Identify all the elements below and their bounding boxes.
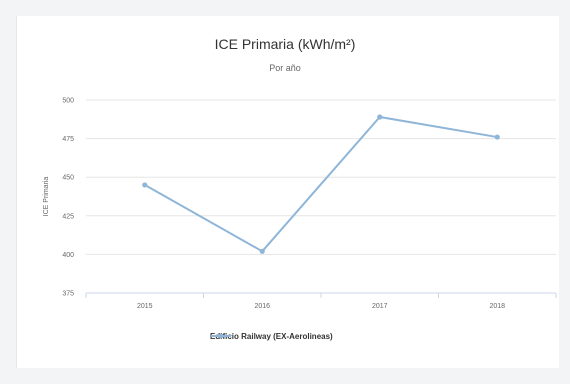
legend-label: Edificio Railway (EX-Aerolineas) — [210, 331, 333, 341]
data-point — [259, 248, 265, 254]
x-tick-label: 2016 — [254, 303, 270, 310]
data-point — [142, 182, 148, 188]
legend-item[interactable]: Edificio Railway (EX-Aerolineas) — [210, 330, 333, 342]
y-tick-label: 500 — [62, 98, 74, 105]
y-tick-label: 450 — [62, 175, 74, 182]
y-tick-label: 475 — [62, 136, 74, 143]
y-tick-label: 400 — [62, 252, 74, 259]
chart-subtitle: Por año — [269, 63, 301, 73]
y-tick-label: 425 — [62, 213, 74, 220]
chart-title: ICE Primaria (kWh/m²) — [214, 36, 356, 52]
series-line — [144, 115, 498, 253]
legend-line-icon — [211, 333, 231, 339]
data-point — [377, 114, 383, 120]
x-tick-label: 2017 — [372, 303, 388, 310]
y-tick-label: 375 — [62, 291, 74, 298]
y-axis-title: ICE Primaria — [43, 177, 50, 217]
data-point — [494, 134, 500, 140]
chart-card — [16, 16, 559, 368]
x-tick-label: 2018 — [489, 303, 505, 310]
x-tick-label: 2015 — [137, 303, 153, 310]
